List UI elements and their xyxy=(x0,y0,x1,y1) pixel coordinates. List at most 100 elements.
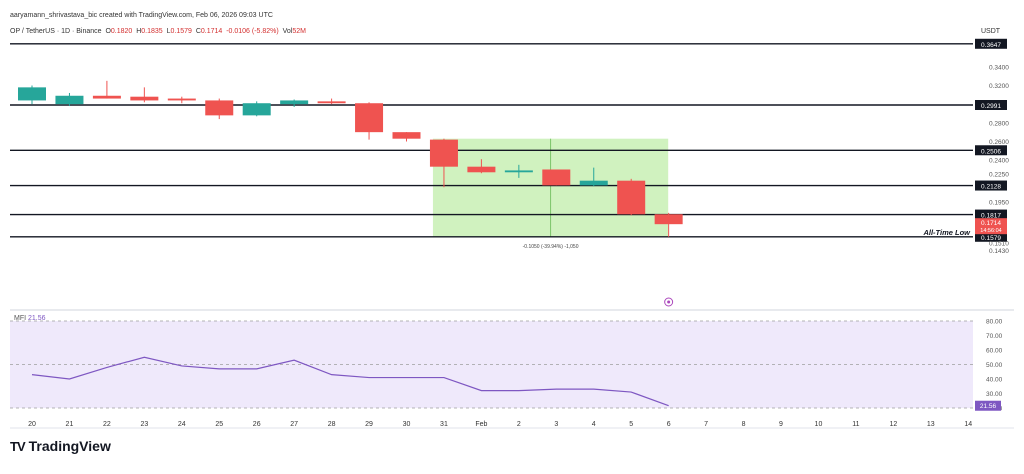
level-price-badge xyxy=(975,180,1007,191)
level-price-label: 0.2991 xyxy=(981,103,1001,110)
candle-body-up xyxy=(55,95,84,105)
time-axis-tick: 12 xyxy=(889,421,897,428)
time-axis-tick: 24 xyxy=(178,421,186,428)
mfi-value-badge xyxy=(975,400,1001,411)
mfi-axis-tick: 80.00 xyxy=(986,319,1003,326)
time-axis-tick: 21 xyxy=(66,421,74,428)
ohlc-open: 0.1820 xyxy=(110,28,133,35)
time-axis-tick: 23 xyxy=(140,421,148,428)
level-price-badge xyxy=(975,209,1007,220)
candle-body-down xyxy=(355,103,384,133)
volume-value: 52M xyxy=(292,28,306,35)
ohlc-close: 0.1714 xyxy=(200,28,223,35)
time-axis-tick: 5 xyxy=(629,421,633,428)
current-price-label: 0.1714 xyxy=(981,220,1001,227)
measure-range-label: -0.1050 (-39.94%) -1,050 xyxy=(523,244,579,250)
candle-body-down xyxy=(429,139,458,167)
time-axis-tick: 25 xyxy=(215,421,223,428)
time-axis-tick: 13 xyxy=(927,421,935,428)
time-axis-tick: 29 xyxy=(365,421,373,428)
ohlc-low: 0.1579 xyxy=(170,28,192,35)
time-axis-tick: 14 xyxy=(964,421,972,428)
level-price-badge xyxy=(975,100,1007,110)
time-axis-tick: 3 xyxy=(554,421,558,428)
candle-body-up xyxy=(579,180,608,186)
ohlc-high: 0.1835 xyxy=(141,28,163,35)
current-price-badge xyxy=(975,218,1007,235)
level-price-badge xyxy=(975,38,1007,49)
candle-body-down xyxy=(205,100,234,116)
tradingview-brand: TV TradingView xyxy=(10,438,111,454)
time-axis-tick: Feb xyxy=(475,421,487,428)
candle-body-up xyxy=(242,103,271,116)
replay-marker-dot-icon xyxy=(667,300,671,304)
mfi-axis-tick: 40.00 xyxy=(986,377,1003,384)
level-price-badge xyxy=(975,145,1007,156)
candle-body-down xyxy=(130,96,159,101)
candle-body-up xyxy=(18,87,46,101)
level-price-label: 0.2128 xyxy=(981,184,1001,191)
price-axis-tick: 0.2600 xyxy=(989,139,1009,146)
time-axis-tick: 6 xyxy=(667,421,671,428)
all-time-low-annotation: All-Time Low xyxy=(922,228,971,237)
mfi-axis-tick: 50.00 xyxy=(986,362,1003,369)
time-axis-tick: 11 xyxy=(852,421,859,428)
brand-name: TradingView xyxy=(28,438,111,454)
currency-label[interactable]: USDT xyxy=(981,28,1001,35)
time-axis-tick: 27 xyxy=(290,421,298,428)
author-line: aaryamann_shrivastava_bic created with T… xyxy=(10,12,273,19)
ohlc-change: -0.0106 (-5.82%) xyxy=(226,28,279,35)
candle-body-down xyxy=(317,101,346,104)
time-axis-tick: 31 xyxy=(440,421,448,428)
mfi-line xyxy=(31,356,669,407)
candle-body-up xyxy=(280,100,309,105)
price-axis-tick: 0.3200 xyxy=(989,83,1009,90)
mfi-legend-value: 21.56 xyxy=(28,315,46,322)
time-axis-tick: 30 xyxy=(403,421,411,428)
replay-marker-icon xyxy=(664,297,674,307)
time-axis-tick: 26 xyxy=(253,421,261,428)
time-axis-tick: 28 xyxy=(328,421,336,428)
volume-label: Vol xyxy=(282,28,293,35)
time-axis-tick: 9 xyxy=(779,421,783,428)
candle-body-down xyxy=(542,169,571,186)
price-axis-tick: 0.2400 xyxy=(989,158,1009,165)
mfi-legend: MFI 21.56 xyxy=(14,315,46,322)
ohlc-o-label: O xyxy=(105,28,111,35)
price-axis-tick: 0.1510 xyxy=(989,241,1009,248)
time-axis-tick: 7 xyxy=(704,421,708,428)
ohlc-c-label: C xyxy=(195,28,201,35)
level-price-label: 0.2506 xyxy=(981,148,1001,155)
candle-body-down xyxy=(617,180,646,215)
countdown-label: 14:56:04 xyxy=(980,228,1001,234)
mfi-title: MFI xyxy=(14,315,27,322)
level-price-label: 0.3647 xyxy=(981,42,1001,49)
candle-body-down xyxy=(167,98,196,101)
mfi-axis-tick: 60.00 xyxy=(986,348,1003,355)
mfi-axis-tick: 30.00 xyxy=(986,391,1003,398)
level-price-label: 0.1579 xyxy=(981,235,1001,242)
price-axis-tick: 0.2250 xyxy=(989,172,1009,179)
time-axis-tick: 2 xyxy=(517,421,521,428)
candle-body-down xyxy=(467,166,496,173)
time-axis-tick: 10 xyxy=(815,421,823,428)
mfi-value-label: 21.56 xyxy=(980,403,997,410)
level-price-label: 0.1817 xyxy=(981,213,1001,220)
ohlc-l-label: L xyxy=(166,28,171,35)
candle-body-down xyxy=(654,214,683,225)
time-axis-tick: 8 xyxy=(742,421,746,428)
price-axis-tick: 0.1430 xyxy=(989,248,1009,255)
ohlc-h-label: H xyxy=(136,28,142,35)
price-axis-tick: 0.1950 xyxy=(989,200,1009,207)
time-axis-tick: 20 xyxy=(28,421,36,428)
price-axis-tick: 0.3400 xyxy=(989,64,1009,71)
tradingview-logo-icon: TV xyxy=(10,438,26,454)
candle-body-down xyxy=(92,95,121,99)
time-axis-tick: 22 xyxy=(103,421,111,428)
candle-body-up xyxy=(504,170,533,173)
symbol-name: OP / TetherUS · 1D · Binance xyxy=(10,28,102,35)
candle-body-down xyxy=(392,132,421,139)
level-price-badge xyxy=(975,231,1007,242)
symbol-ohlc-line: OP / TetherUS · 1D · Binance O0.1820 H0.… xyxy=(10,28,306,35)
